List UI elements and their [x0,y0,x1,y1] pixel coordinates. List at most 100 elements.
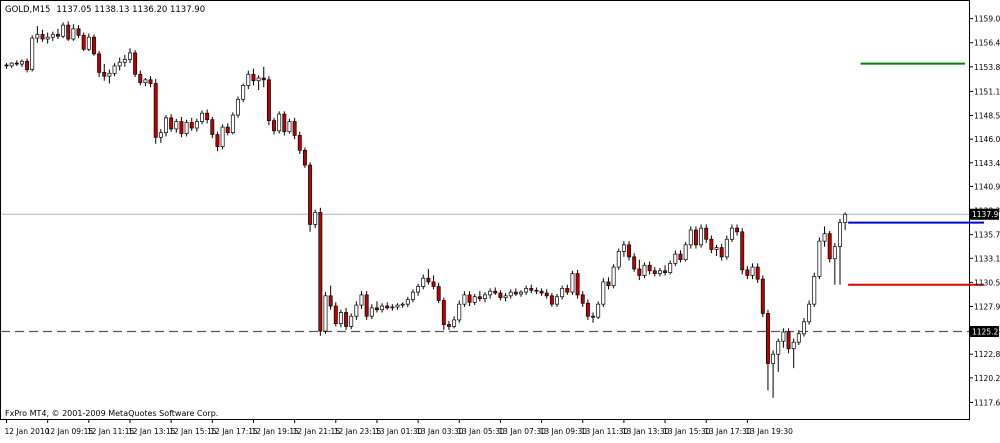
y-tick-label: 1159.00 [974,15,1000,24]
candle [287,118,292,134]
candle-body-bear [169,117,174,130]
candle [580,291,585,307]
candle-body-bear [205,112,210,121]
candle [354,301,359,320]
candle-body-bull [683,244,688,261]
price-tag-label: 1137.90 [972,210,1000,219]
candle-body-bear [14,62,19,65]
candle-body-bear [76,28,81,36]
candle-body-bear [297,135,302,151]
candle-body-bull [30,37,35,70]
candle-body-bull [601,281,606,305]
candle-body-bear [4,64,9,67]
y-tick-label: 1153.80 [974,63,1000,72]
candle-body-bear [292,121,297,136]
candle-body-bull [354,304,359,317]
candle-body-bull [246,73,251,86]
y-tick-label: 1143.45 [974,159,1000,168]
candle [786,328,791,354]
candle [230,112,235,135]
candle [117,57,122,71]
x-tick-label: 13 Jan 15:30 [663,427,711,436]
plot-area[interactable] [0,0,970,420]
candle [81,32,86,52]
candle [575,269,580,299]
candle [611,264,616,289]
candle-body-bear [344,312,349,327]
candle-body-bear [580,294,585,304]
candle [92,34,96,56]
candle-body-bull [560,288,565,298]
candle-body-bear [760,278,765,314]
y-tick-label: 1117.60 [974,398,1000,407]
x-tick-label: 13 Jan 19:30 [745,427,793,436]
candle-body-bull [843,213,848,223]
candle [128,48,132,64]
candle [534,287,539,294]
candle [30,35,35,72]
candle [102,64,107,81]
candle-body-bear [40,34,45,40]
candle-body-bear [189,122,194,129]
candle [570,270,575,295]
candle [807,300,812,325]
candle-body-bull [395,304,400,308]
candle [400,302,405,308]
candle [35,26,40,43]
candle-body-bear [549,295,554,305]
candle [678,250,683,263]
candle [755,263,760,283]
candle [616,248,621,270]
candle-body-bull [158,132,163,138]
candle-body-bull [822,233,827,242]
candle-body-bear [215,134,220,147]
candle-body-bear [261,77,266,81]
chart-header: GOLD,M15 1137.05 1138.13 1136.20 1137.90 [5,5,205,15]
candle [637,259,642,281]
candle-body-bull [338,312,343,324]
y-tick-label: 1151.15 [974,87,1000,96]
y-tick-label: 1156.40 [974,39,1000,48]
candle-body-bull [488,290,493,296]
candle-body-bull [688,229,693,246]
candle-body-bear [431,281,436,287]
candle [282,111,287,136]
candle-body-bear [225,126,230,134]
candle-body-bull [596,303,601,318]
candle [122,54,127,67]
candle [189,117,194,131]
candle-body-bull [241,85,246,100]
candle-body-bull [657,270,662,274]
candle-body-bear [627,244,631,258]
candle-body-bull [421,277,426,287]
candle-body-bear [493,290,498,294]
candle-body-bear [745,269,750,276]
candle [524,285,529,295]
candle [395,303,400,310]
candle [699,224,704,248]
candle-body-bull [256,77,261,82]
candle-body-bull [143,79,148,83]
candle-body-bull [519,291,523,295]
candle-body-bull [668,263,673,273]
candle [261,66,266,88]
candle [256,75,261,91]
candle-body-bear [179,121,184,134]
candle [112,63,117,77]
candle [107,69,112,84]
candle-body-bull [220,126,225,147]
price-axis[interactable]: 1159.00 1156.40 1153.80 1151.15 1148.55 1146.… [969,15,1000,408]
candle-body-bear [693,229,698,246]
price-tag [970,326,999,338]
x-tick-label: 12 Jan 09:15 [46,427,94,436]
candle-body-bull [61,24,66,37]
candle [621,241,626,257]
candle-body-bull [457,303,462,321]
candle-body-bull [194,121,199,129]
candle-body-bull [359,294,364,306]
candle-body-bull [107,72,112,77]
candle-body-bear [591,315,595,318]
candle-body-bear [251,73,256,82]
